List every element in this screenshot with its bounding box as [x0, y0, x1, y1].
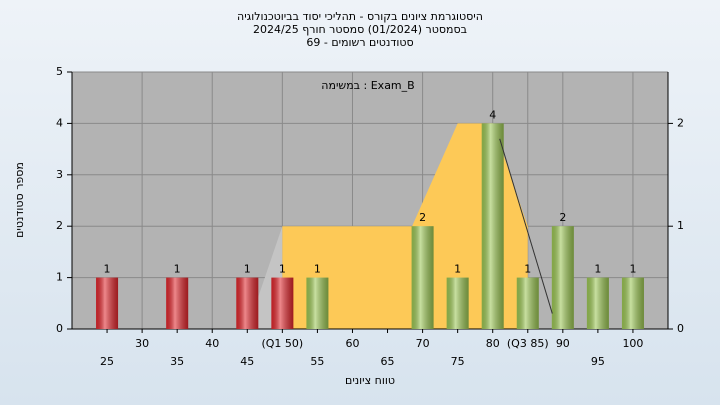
- x-tick-label: 65: [381, 355, 395, 368]
- bar-shine: [236, 277, 259, 329]
- bar-shine: [271, 277, 294, 329]
- bar-shine: [586, 277, 609, 329]
- chart-subtitle: בסמסטר (01/2024) סמסטר חורף 2024/25: [253, 23, 467, 36]
- bar-shine: [306, 277, 329, 329]
- x-tick-label: 35: [170, 355, 184, 368]
- x-tick-label: 55: [310, 355, 324, 368]
- x-tick-label: (Q3 85): [507, 337, 549, 350]
- x-tick-label: 100: [622, 337, 643, 350]
- x-tick-label: 60: [345, 337, 359, 350]
- x-tick-label: (Q1 50): [261, 337, 303, 350]
- bar-shine: [481, 123, 504, 330]
- x-tick-label: 25: [100, 355, 114, 368]
- y-tick-label: 4: [56, 116, 63, 129]
- data-label: 1: [594, 263, 601, 276]
- y2-tick-label: 0: [677, 322, 684, 335]
- data-label: 2: [419, 211, 426, 224]
- y-tick-label: 1: [56, 271, 63, 284]
- y2-tick-label: 2: [677, 116, 684, 129]
- data-label: 1: [454, 263, 461, 276]
- y-axis-label: מספר סטודנטים: [13, 162, 26, 238]
- y-tick-label: 2: [56, 219, 63, 232]
- x-tick-label: 45: [240, 355, 254, 368]
- x-tick-label: 75: [451, 355, 465, 368]
- data-label: 2: [559, 211, 566, 224]
- x-tick-label: 80: [486, 337, 500, 350]
- bar-shine: [621, 277, 644, 329]
- data-label: 1: [629, 263, 636, 276]
- y-tick-label: 0: [56, 322, 63, 335]
- data-label: 1: [524, 263, 531, 276]
- bar-shine: [551, 226, 574, 329]
- x-tick-label: 90: [556, 337, 570, 350]
- bar-shine: [166, 277, 189, 329]
- data-label: 1: [244, 263, 251, 276]
- x-axis-label: טווח ציונים: [345, 374, 395, 387]
- x-tick-label: 40: [205, 337, 219, 350]
- bar-shine: [446, 277, 469, 329]
- data-label: 1: [174, 263, 181, 276]
- x-tick-label: 95: [591, 355, 605, 368]
- y2-tick-label: 1: [677, 219, 684, 232]
- bar-shine: [96, 277, 119, 329]
- data-label: 1: [314, 263, 321, 276]
- bar-shine: [516, 277, 539, 329]
- chart-subtitle: סטודנטים רשומים - 69: [306, 36, 413, 49]
- x-tick-label: 70: [416, 337, 430, 350]
- annotation: במשימה : Exam_B: [321, 79, 414, 92]
- trend-line: [499, 138, 553, 314]
- data-label: 1: [279, 263, 286, 276]
- data-label: 1: [104, 263, 111, 276]
- y-tick-label: 3: [56, 168, 63, 181]
- y-tick-label: 5: [56, 65, 63, 78]
- bar-shine: [411, 226, 434, 329]
- chart-title: היסטוגרמת ציונים בקורס - תהליכי יסוד בבי…: [237, 10, 483, 23]
- data-label: 4: [489, 108, 496, 121]
- x-tick-label: 30: [135, 337, 149, 350]
